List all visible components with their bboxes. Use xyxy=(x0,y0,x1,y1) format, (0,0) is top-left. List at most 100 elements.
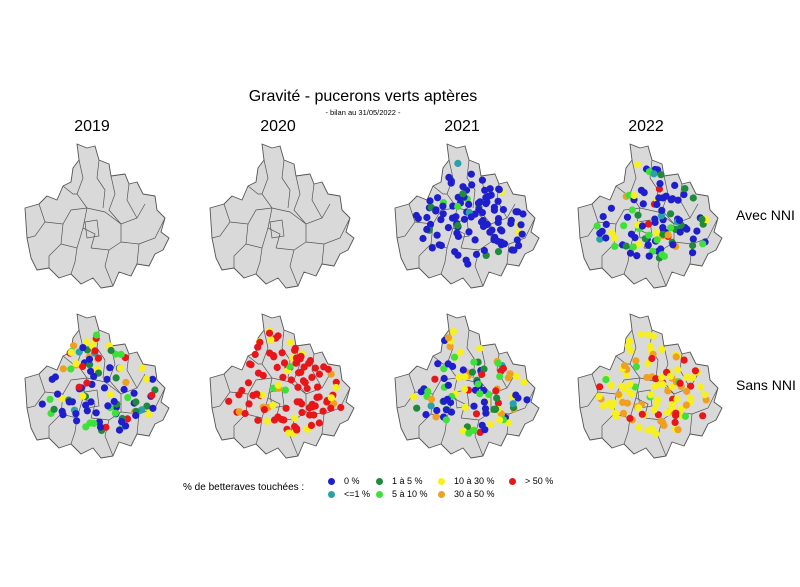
observation-dot xyxy=(92,409,100,417)
observation-dot xyxy=(494,359,502,367)
observation-dot xyxy=(652,375,660,383)
observation-dot xyxy=(315,370,323,378)
observation-dot xyxy=(672,411,680,419)
observation-dot xyxy=(454,202,462,211)
map-outline xyxy=(394,313,540,459)
observation-dot xyxy=(149,375,157,383)
district-border xyxy=(311,183,323,219)
observation-dot xyxy=(86,361,94,369)
district-border xyxy=(269,219,285,239)
map-2020-sans-nni xyxy=(209,313,355,459)
observation-dot xyxy=(103,375,111,383)
observation-dot xyxy=(637,330,645,338)
observation-dot xyxy=(476,344,484,353)
observation-dot xyxy=(83,407,91,415)
row-label-sans-nni: Sans NNI xyxy=(736,377,796,393)
observation-dot xyxy=(689,235,697,243)
observation-dot xyxy=(437,216,445,224)
observation-dot xyxy=(260,406,268,414)
observation-dot xyxy=(446,343,454,351)
observation-dot xyxy=(621,384,629,392)
legend-swatch-0 xyxy=(328,478,335,485)
observation-dot xyxy=(609,399,617,407)
observation-dot xyxy=(278,349,286,357)
observation-dot xyxy=(267,336,275,344)
legend-label-2: 1 à 5 % xyxy=(392,476,423,486)
district-border xyxy=(289,249,299,287)
observation-dot xyxy=(58,407,66,415)
observation-dot xyxy=(669,241,677,249)
district-border xyxy=(440,247,448,275)
district-border xyxy=(211,373,231,409)
district-border xyxy=(44,377,88,395)
district-border xyxy=(255,247,263,275)
observation-dot xyxy=(313,393,321,401)
legend-item-5: 30 à 50 % xyxy=(438,489,495,499)
observation-dot xyxy=(499,364,507,373)
observation-dot xyxy=(635,423,643,432)
observation-dot xyxy=(299,377,308,385)
observation-dot xyxy=(470,358,478,366)
observation-dot xyxy=(476,198,484,206)
observation-dot xyxy=(674,426,682,434)
observation-dot xyxy=(450,353,459,361)
observation-dot xyxy=(499,206,507,214)
district-border xyxy=(48,223,64,268)
observation-dot xyxy=(492,387,500,395)
observation-dot xyxy=(644,220,653,228)
observation-dot xyxy=(622,242,630,250)
observation-dot xyxy=(596,235,604,243)
observation-dot xyxy=(307,421,316,429)
observation-dot xyxy=(523,396,531,404)
observation-dot xyxy=(689,249,697,257)
observation-dot xyxy=(626,380,634,388)
observation-dot xyxy=(454,159,462,167)
observation-dot xyxy=(461,373,469,381)
observation-dot xyxy=(654,411,662,419)
observation-dot xyxy=(464,260,472,268)
observation-dot xyxy=(649,332,657,340)
observation-dot xyxy=(291,346,299,354)
observation-dot xyxy=(294,383,302,391)
observation-dot xyxy=(423,225,431,233)
observation-dot xyxy=(300,363,308,371)
observation-dot xyxy=(459,366,467,374)
observation-dot xyxy=(699,240,707,248)
observation-dot xyxy=(145,410,153,419)
year-label-2021: 2021 xyxy=(444,118,480,135)
observation-dot xyxy=(116,364,124,372)
district-border xyxy=(60,227,96,249)
observation-dot xyxy=(112,374,120,382)
observation-dot xyxy=(444,381,452,389)
legend-item-3: 5 à 10 % xyxy=(376,489,428,499)
observation-dot xyxy=(117,350,125,358)
observation-dot xyxy=(673,395,681,403)
observation-dot xyxy=(689,241,697,250)
observation-dot xyxy=(460,215,469,223)
observation-dot xyxy=(440,374,448,383)
observation-dot xyxy=(443,395,451,403)
observation-dot xyxy=(444,334,453,342)
observation-dot xyxy=(657,245,665,253)
observation-dot xyxy=(596,383,604,391)
observation-dot xyxy=(282,404,290,412)
observation-dot xyxy=(90,372,98,380)
observation-dot xyxy=(424,387,432,395)
observation-dot xyxy=(148,391,156,399)
district-border xyxy=(247,355,262,365)
district-border xyxy=(579,373,599,409)
observation-dot xyxy=(259,371,267,380)
observation-dot xyxy=(656,180,664,188)
observation-dot xyxy=(475,206,483,214)
observation-dot xyxy=(296,398,304,406)
observation-dot xyxy=(682,401,690,409)
observation-dot xyxy=(513,236,521,244)
observation-dot xyxy=(274,381,282,389)
district-border xyxy=(62,185,77,195)
observation-dot xyxy=(324,365,332,373)
observation-dot xyxy=(311,364,319,372)
observation-dot xyxy=(281,386,289,394)
district-border xyxy=(418,223,434,268)
observation-dot xyxy=(72,410,80,418)
